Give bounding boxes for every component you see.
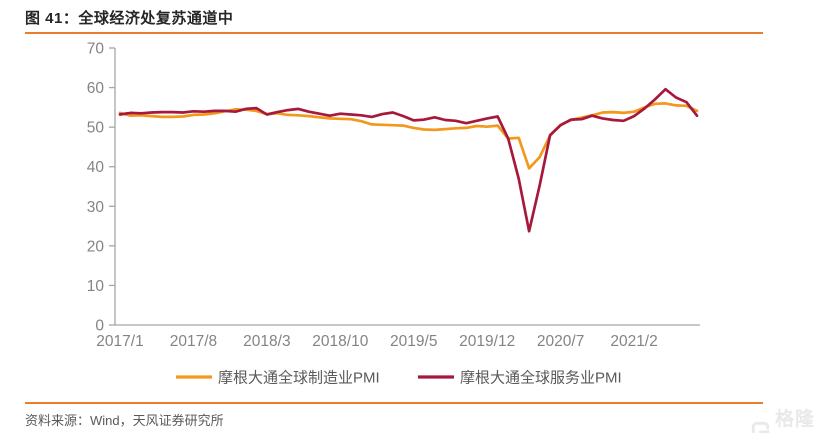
series-line-services bbox=[118, 87, 699, 233]
bottom-accent-rule bbox=[25, 402, 763, 404]
gelonghui-logo: 格隆汇 bbox=[749, 404, 828, 433]
legend-label-manufacturing: 摩根大通全球制造业PMI bbox=[218, 369, 380, 387]
x-axis-label: 2017/8 bbox=[170, 333, 217, 350]
legend-label-services: 摩根大通全球服务业PMI bbox=[460, 369, 622, 387]
figure-title: 图 41：全球经济处复苏通道中 bbox=[25, 10, 234, 27]
gelonghui-logo-text: 格隆汇 bbox=[775, 409, 816, 430]
x-axis-label: 2019/5 bbox=[390, 333, 437, 350]
y-axis-label: 70 bbox=[87, 41, 105, 58]
x-axis-label: 2017/1 bbox=[96, 333, 143, 350]
top-accent-rule bbox=[25, 32, 763, 34]
y-axis-label: 30 bbox=[87, 199, 105, 216]
x-axis-label: 2018/10 bbox=[312, 333, 368, 350]
y-axis-label: 60 bbox=[87, 80, 105, 97]
series-line-manufacturing bbox=[118, 102, 699, 170]
y-axis-label: 0 bbox=[95, 318, 104, 335]
pmi-line-chart: 0 10 20 30 40 50 60 70 2017/1 2017/8 2018/3 2018/10… bbox=[87, 41, 700, 387]
gelonghui-g-icon bbox=[749, 420, 772, 433]
source-note: 资料来源：Wind，天风证券研究所 bbox=[25, 413, 224, 428]
x-axis-label: 2021/2 bbox=[610, 333, 657, 350]
x-axis-label: 2019/12 bbox=[459, 333, 515, 350]
y-axis-label: 10 bbox=[87, 278, 105, 295]
x-axis-label: 2020/7 bbox=[537, 333, 584, 350]
y-axis-label: 40 bbox=[87, 159, 105, 176]
y-axis-label: 50 bbox=[87, 120, 105, 137]
x-axis-label: 2018/3 bbox=[243, 333, 290, 350]
y-axis-label: 20 bbox=[87, 238, 105, 255]
